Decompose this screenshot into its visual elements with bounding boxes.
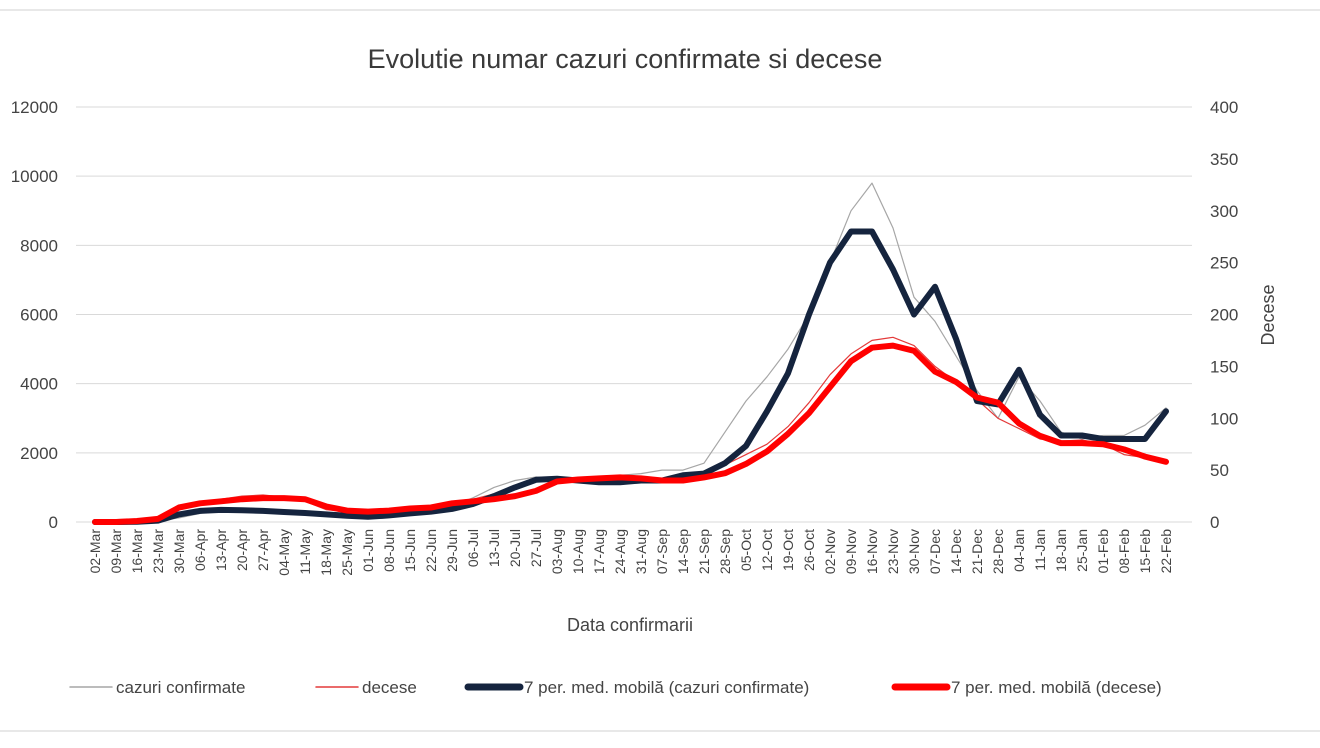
y2-tick-label: 50 <box>1210 461 1229 480</box>
legend-label: decese <box>362 678 417 697</box>
x-tick-label: 07-Sep <box>654 529 670 574</box>
x-tick-label: 13-Apr <box>213 529 229 571</box>
x-tick-label: 16-Mar <box>129 529 145 574</box>
x-tick-label: 26-Oct <box>801 529 817 571</box>
legend-label: cazuri confirmate <box>116 678 245 697</box>
y-tick-label: 6000 <box>20 306 58 325</box>
x-tick-label: 05-Oct <box>738 529 754 571</box>
series-layer <box>92 182 1169 525</box>
x-axis-title: Data confirmarii <box>567 615 693 635</box>
x-tick-label: 04-May <box>276 529 292 576</box>
legend-label: 7 per. med. mobilă (decese) <box>951 678 1162 697</box>
x-tick-label: 12-Oct <box>759 529 775 571</box>
x-tick-label: 27-Jul <box>528 529 544 567</box>
y2-tick-label: 350 <box>1210 150 1238 169</box>
y-tick-label: 0 <box>49 513 58 532</box>
x-tick-label: 21-Dec <box>969 529 985 574</box>
y2-tick-label: 250 <box>1210 254 1238 273</box>
x-tick-label: 04-Jan <box>1011 529 1027 572</box>
x-tick-label: 01-Jun <box>360 529 376 572</box>
x-tick-label: 28-Sep <box>717 529 733 574</box>
right-axis-title: Decese <box>1258 284 1278 345</box>
x-tick-label: 19-Oct <box>780 529 796 571</box>
x-tick-label: 17-Aug <box>591 529 607 574</box>
y-tick-label: 4000 <box>20 375 58 394</box>
x-axis-ticks: 02-Mar 09-Mar 16-Mar 23-Mar 30-Mar 06-Apr 13-A… <box>87 529 1174 576</box>
x-tick-label: 31-Aug <box>633 529 649 574</box>
x-tick-label: 09-Nov <box>843 529 859 574</box>
x-tick-label: 14-Sep <box>675 529 691 574</box>
x-tick-label: 18-May <box>318 529 334 576</box>
x-tick-label: 08-Feb <box>1116 529 1132 574</box>
x-tick-label: 01-Feb <box>1095 529 1111 574</box>
legend-label: 7 per. med. mobilă (cazuri confirmate) <box>524 678 809 697</box>
y2-tick-label: 150 <box>1210 357 1238 376</box>
y-tick-label: 12000 <box>11 98 58 117</box>
x-tick-label: 06-Apr <box>192 529 208 571</box>
x-tick-label: 07-Dec <box>927 529 943 574</box>
x-tick-label: 23-Nov <box>885 529 901 574</box>
x-tick-label: 03-Aug <box>549 529 565 574</box>
x-tick-label: 22-Feb <box>1158 529 1174 574</box>
gridlines <box>76 106 1192 523</box>
x-tick-label: 25-May <box>339 529 355 576</box>
y-tick-label: 10000 <box>11 167 58 186</box>
x-tick-label: 02-Mar <box>87 529 103 574</box>
chart-title: Evolutie numar cazuri confirmate si dece… <box>368 44 883 74</box>
x-tick-label: 23-Mar <box>150 529 166 574</box>
x-tick-label: 30-Nov <box>906 529 922 574</box>
x-tick-label: 22-Jun <box>423 529 439 572</box>
x-tick-label: 21-Sep <box>696 529 712 574</box>
x-tick-label: 25-Jan <box>1074 529 1090 572</box>
x-tick-label: 18-Jan <box>1053 529 1069 572</box>
right-axis-ticks: 0 50 100 150 200 250 300 350 400 <box>1210 98 1238 532</box>
x-tick-label: 15-Feb <box>1137 529 1153 574</box>
x-tick-label: 09-Mar <box>108 529 124 574</box>
x-tick-label: 30-Mar <box>171 529 187 574</box>
x-tick-label: 16-Nov <box>864 529 880 574</box>
x-tick-label: 11-May <box>297 529 313 575</box>
x-tick-label: 02-Nov <box>822 529 838 574</box>
left-axis-ticks: 0 2000 4000 6000 8000 10000 12000 <box>11 98 58 532</box>
legend: cazuri confirmate decese 7 per. med. mobil… <box>69 678 1162 697</box>
series-line <box>92 342 1169 525</box>
x-tick-label: 20-Apr <box>234 529 250 571</box>
x-tick-label: 29-Jun <box>444 529 460 572</box>
x-tick-label: 14-Dec <box>948 529 964 574</box>
y2-tick-label: 0 <box>1210 513 1219 532</box>
x-tick-label: 08-Jun <box>381 529 397 572</box>
x-tick-label: 27-Apr <box>255 529 271 571</box>
y2-tick-label: 100 <box>1210 409 1238 428</box>
y-tick-label: 2000 <box>20 444 58 463</box>
y2-tick-label: 200 <box>1210 306 1238 325</box>
x-tick-label: 10-Aug <box>570 529 586 574</box>
y-tick-label: 8000 <box>20 236 58 255</box>
x-tick-label: 15-Jun <box>402 529 418 572</box>
y2-tick-label: 300 <box>1210 202 1238 221</box>
x-tick-label: 06-Jul <box>465 529 481 567</box>
x-tick-label: 13-Jul <box>486 529 502 567</box>
x-tick-label: 24-Aug <box>612 529 628 574</box>
x-tick-label: 20-Jul <box>507 529 523 567</box>
x-tick-label: 28-Dec <box>990 529 1006 574</box>
y2-tick-label: 400 <box>1210 98 1238 117</box>
x-tick-label: 11-Jan <box>1032 529 1048 571</box>
